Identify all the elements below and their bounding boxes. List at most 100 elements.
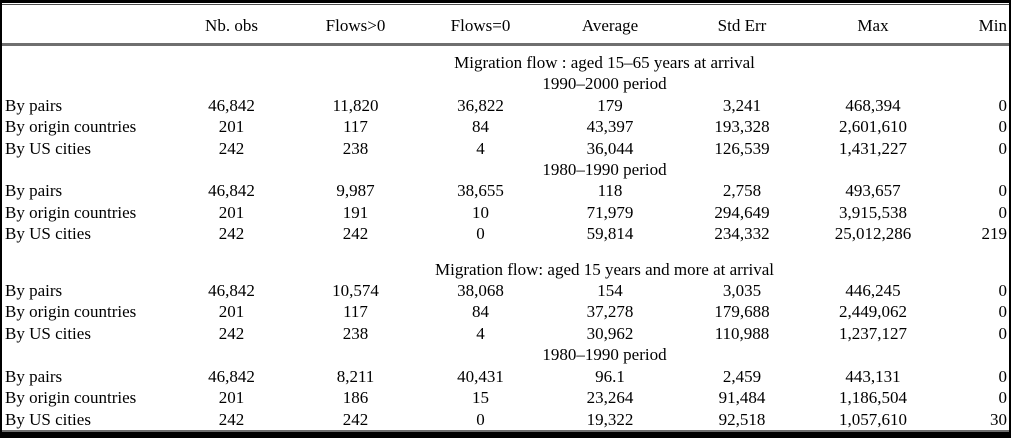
column-header-nb-obs: Nb. obs: [170, 5, 293, 46]
table-cell: 110,988: [714, 323, 770, 343]
section-title-row: Migration flow : aged 15–65 years at arr…: [2, 52, 1009, 73]
table-cell: 25,012,286: [834, 224, 912, 244]
table-cell: 84: [472, 117, 489, 137]
table-cell: 201: [218, 117, 245, 137]
period-label-row: 1980–1990 period: [2, 159, 1009, 180]
row-label: By US cities: [5, 323, 91, 343]
table-cell: 2,758: [722, 181, 762, 201]
table-cell: 242: [218, 323, 245, 343]
table-cell: 37,278: [586, 302, 634, 322]
table-row: By pairs 46,842 9,987 38,655 118 2,758 493,657…: [2, 180, 1009, 201]
table-cell: 46,842: [208, 181, 255, 201]
row-label: By US cities: [5, 138, 91, 158]
table-cell: 0: [998, 323, 1008, 343]
table-cell: 46,842: [208, 366, 255, 386]
table-cell: 10: [472, 202, 489, 222]
table-cell: 84: [472, 302, 489, 322]
spacer-row: [2, 45, 1009, 53]
table-cell: 0: [998, 302, 1008, 322]
row-label: By pairs: [5, 366, 63, 386]
table-cell: 219: [981, 224, 1008, 244]
table-cell: 154: [597, 281, 623, 301]
table-cell: 4: [476, 323, 485, 343]
table-cell: 242: [218, 409, 245, 429]
table-cell: 91,484: [718, 388, 766, 408]
table-cell: 0: [998, 95, 1008, 115]
spacer-row: [2, 245, 1009, 259]
table-cell: 238: [342, 138, 369, 158]
table-cell: 238: [342, 323, 369, 343]
row-label: By pairs: [5, 95, 63, 115]
table-body: Migration flow : aged 15–65 years at arr…: [2, 45, 1009, 431]
table-row: By origin countries 201 117 84 37,278 179,688…: [2, 301, 1009, 322]
table-row: By US cities 242 242 0 19,322 92,518 1,057,610…: [2, 409, 1009, 431]
table-cell: 0: [998, 366, 1008, 386]
table-cell: 23,264: [586, 388, 634, 408]
table-cell: 191: [342, 202, 369, 222]
table-cell: 0: [476, 409, 485, 429]
table-cell: 443,131: [845, 366, 901, 386]
table-cell: 468,394: [845, 95, 901, 115]
column-header-average: Average: [543, 5, 677, 46]
table-cell: 30,962: [586, 323, 634, 343]
table-cell: 117: [343, 302, 368, 322]
table-cell: 0: [998, 117, 1008, 137]
table-cell: 38,655: [457, 181, 504, 201]
table-cell: 71,979: [586, 202, 634, 222]
table-cell: 118: [597, 181, 623, 201]
table-cell: 36,822: [457, 95, 504, 115]
table-cell: 0: [998, 388, 1008, 408]
table-cell: 11,820: [332, 95, 379, 115]
row-label: By US cities: [5, 224, 91, 244]
table-row: By US cities 242 238 4 30,962 110,988 1,237,12…: [2, 323, 1009, 344]
column-header-min: Min: [939, 5, 1009, 46]
table-cell: 0: [998, 202, 1008, 222]
table-cell: 1,431,227: [839, 138, 907, 158]
table-cell: 242: [218, 138, 245, 158]
table-cell: 0: [998, 181, 1008, 201]
table-cell: 201: [218, 388, 245, 408]
table-cell: 1,057,610: [839, 409, 907, 429]
table-cell: 2,459: [722, 366, 762, 386]
table-cell: 8,211: [336, 366, 375, 386]
table-cell: 38,068: [457, 281, 504, 301]
table-cell: 193,328: [714, 117, 770, 137]
table-cell: 0: [998, 138, 1008, 158]
table-row: By origin countries 201 117 84 43,397 193,328…: [2, 116, 1009, 137]
table-row: By origin countries 201 186 15 23,264 91,484 1…: [2, 387, 1009, 408]
table-cell: 493,657: [845, 181, 901, 201]
table-cell: 46,842: [208, 281, 255, 301]
spacer-cell: [2, 52, 170, 73]
table-row: By US cities 242 238 4 36,044 126,539 1,431,22…: [2, 138, 1009, 159]
period-label: 1980–1990 period: [542, 345, 667, 365]
table-cell: 43,397: [586, 117, 634, 137]
table-cell: 126,539: [714, 138, 770, 158]
table-row: By US cities 242 242 0 59,814 234,332 25,012,2…: [2, 223, 1009, 244]
column-header-std-err: Std Err: [677, 5, 807, 46]
table-row: By pairs 46,842 8,211 40,431 96.1 2,459 443,13…: [2, 366, 1009, 387]
table-cell: 3,035: [722, 281, 762, 301]
table-cell: 179: [597, 95, 623, 115]
row-label: By origin countries: [5, 202, 137, 222]
spacer-cell: [2, 344, 170, 365]
table-cell: 46,842: [208, 95, 255, 115]
table-cell: 10,574: [332, 281, 379, 301]
table-cell: 3,241: [722, 95, 762, 115]
period-label: 1990–2000 period: [542, 74, 667, 94]
table-cell: 59,814: [586, 224, 634, 244]
table-cell: 0: [998, 281, 1008, 301]
row-label: By pairs: [5, 281, 63, 301]
header-row: Nb. obs Flows>0 Flows=0 Average Std Err …: [2, 5, 1009, 46]
period-label-row: 1980–1990 period: [2, 344, 1009, 365]
spacer: [2, 45, 1009, 53]
column-header-flows-zero: Flows=0: [418, 5, 543, 46]
table-row: By pairs 46,842 10,574 38,068 154 3,035 446,24…: [2, 280, 1009, 301]
migration-statistics-table: Nb. obs Flows>0 Flows=0 Average Std Err …: [2, 5, 1009, 432]
table-cell: 242: [342, 224, 369, 244]
table-cell: 36,044: [586, 138, 634, 158]
top-rule: [2, 4, 1009, 5]
table-cell: 30: [990, 409, 1007, 429]
table-cell: 2,449,062: [839, 302, 907, 322]
table-cell: 242: [342, 409, 369, 429]
